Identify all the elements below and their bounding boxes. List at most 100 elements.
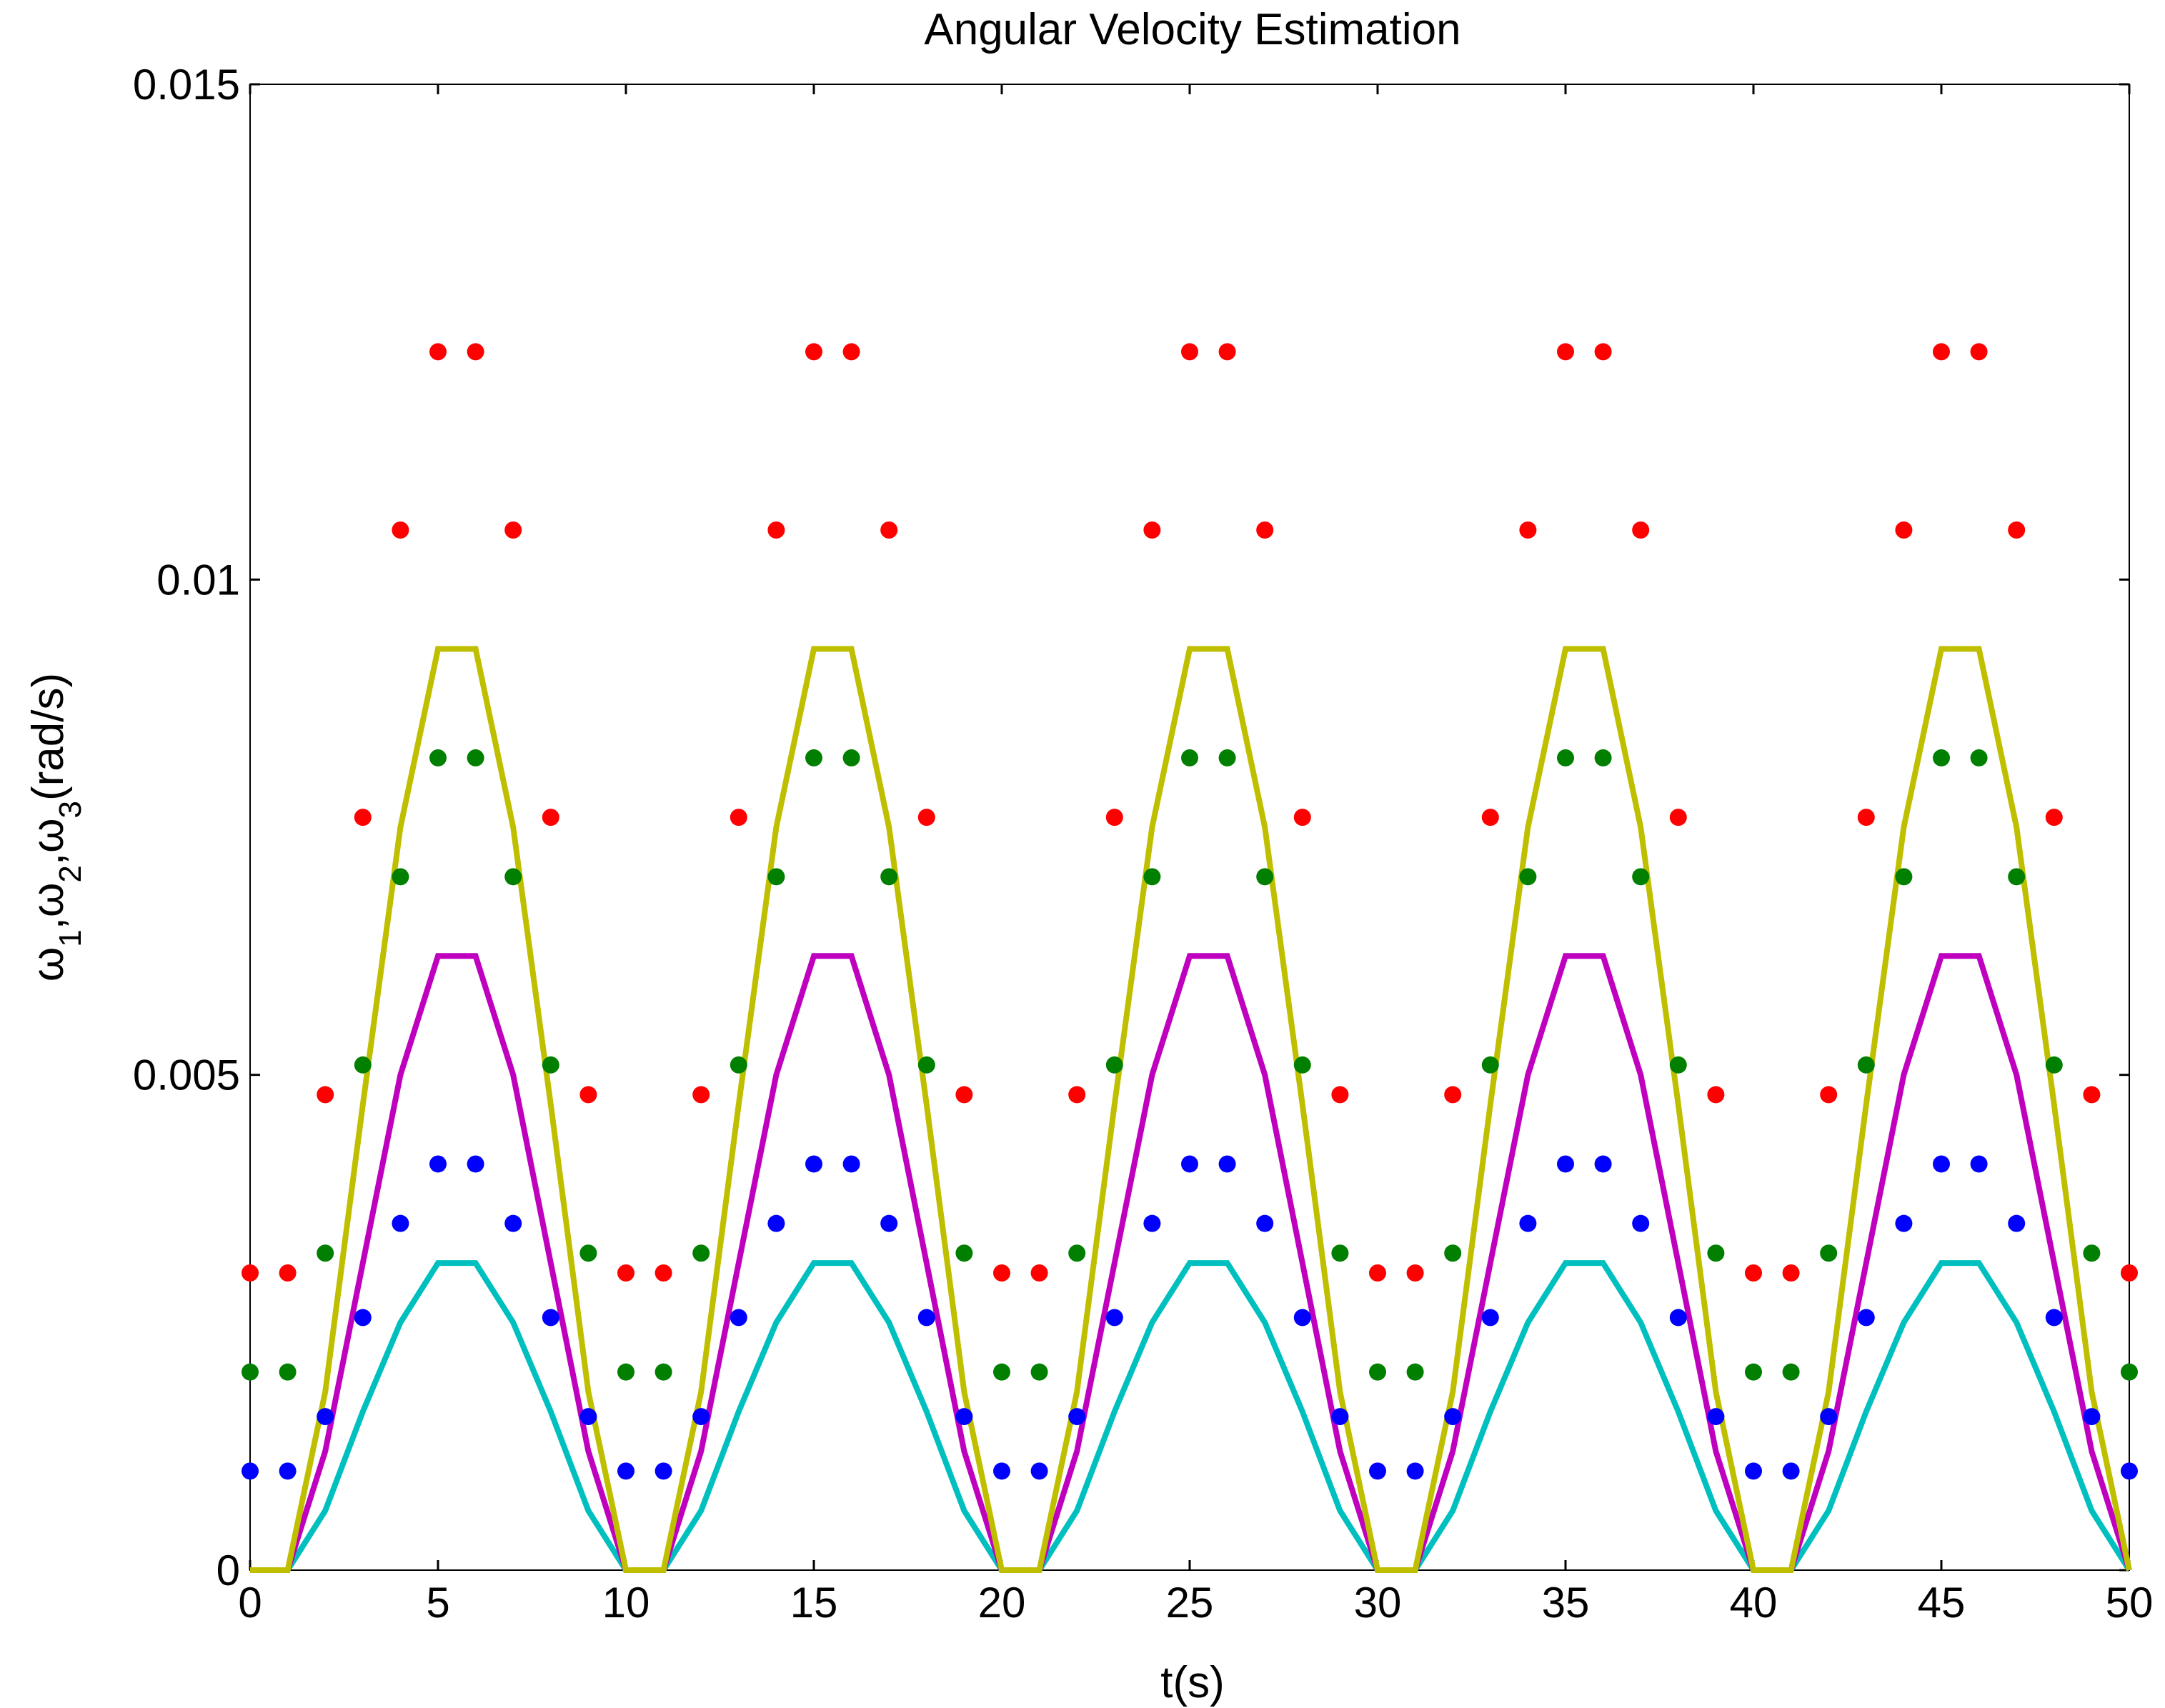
series-2-point (1406, 1363, 1424, 1381)
x-tick-label: 35 (1542, 1579, 1590, 1627)
series-2-point (1632, 868, 1650, 886)
series-1-point (579, 1408, 597, 1426)
y-tick-label: 0.015 (133, 61, 240, 109)
series-3-point (2008, 521, 2026, 539)
series-2-point (1782, 1363, 1800, 1381)
series-1-point (429, 1155, 447, 1173)
series-3-point (1933, 343, 1950, 361)
y-label-part: (rad/s) (24, 673, 73, 801)
y-label-part: ω (24, 947, 73, 982)
series-3-point (1481, 809, 1499, 826)
series-1-point (1782, 1462, 1800, 1480)
series-1-point (1256, 1214, 1274, 1232)
series-3-point (242, 1264, 259, 1282)
series-2-point (692, 1244, 710, 1262)
series-2-point (1218, 749, 1236, 766)
series-2-point (579, 1244, 597, 1262)
series-2-point (1895, 868, 1913, 886)
series-3-point (2045, 809, 2063, 826)
series-2-point (1068, 1244, 1086, 1262)
series-1-point (917, 1309, 935, 1327)
series-2-point (842, 749, 860, 766)
series-3-point (1557, 343, 1574, 361)
series-2-point (730, 1056, 747, 1074)
series-3-point (1745, 1264, 1762, 1282)
series-3-point (317, 1086, 334, 1104)
series-1-point (279, 1462, 297, 1480)
series-3-point (805, 343, 822, 361)
series-4-line (250, 1260, 2132, 1573)
series-2-point (1557, 749, 1574, 766)
series-3-point (1181, 343, 1198, 361)
x-axis-label: t(s) (1160, 1658, 1225, 1707)
series-3-point (1669, 809, 1687, 826)
x-tick-label: 50 (2106, 1579, 2154, 1627)
series-3-point (880, 521, 898, 539)
series-1-point (1632, 1214, 1650, 1232)
series-2-point (2121, 1363, 2138, 1381)
series-2-point (1143, 868, 1161, 886)
series-1-point (1406, 1462, 1424, 1480)
series-2-point (1707, 1244, 1725, 1262)
series-2-point (1970, 749, 1988, 766)
series-2-point (880, 868, 898, 886)
series-3-point (1293, 809, 1311, 826)
series-3-point (1256, 521, 1274, 539)
series-3-point (1857, 809, 1875, 826)
series-1-point (542, 1309, 559, 1327)
series-2-point (392, 868, 409, 886)
series-3-point (1632, 521, 1650, 539)
series-1-point (1105, 1309, 1123, 1327)
series-2-point (617, 1363, 634, 1381)
series-3-point (1369, 1264, 1386, 1282)
series-1-point (1444, 1408, 1462, 1426)
series-1-point (730, 1309, 747, 1327)
series-1-point (1707, 1408, 1725, 1426)
series-3-point (1707, 1086, 1725, 1104)
x-tick-label: 40 (1730, 1579, 1778, 1627)
x-tick-label: 30 (1354, 1579, 1402, 1627)
series-1-point (655, 1462, 672, 1480)
series-1-point (1557, 1155, 1574, 1173)
series-2-point (1293, 1056, 1311, 1074)
x-tick-label: 5 (426, 1579, 449, 1627)
series-2-point (1745, 1363, 1762, 1381)
series-3-point (767, 521, 785, 539)
series-3-point (1970, 343, 1988, 361)
series-1-point (805, 1155, 822, 1173)
series-1-point (1331, 1408, 1349, 1426)
series-2-point (767, 868, 785, 886)
series-3-point (1068, 1086, 1086, 1104)
x-axis-ticks: 0 5 10 15 20 25 30 35 40 45 50 (238, 84, 2153, 1627)
series-3-point (392, 521, 409, 539)
series-2-point (354, 1056, 372, 1074)
series-1-point (467, 1155, 484, 1173)
series-2-point (504, 868, 522, 886)
series-1-point (1369, 1462, 1386, 1480)
series-3-point (429, 343, 447, 361)
series-1-point (1068, 1408, 1086, 1426)
series-2-point (2083, 1244, 2101, 1262)
series-2-point (467, 749, 484, 766)
series-2-point (1933, 749, 1950, 766)
series-2-point (1594, 749, 1612, 766)
series-3-point (1820, 1086, 1838, 1104)
series-3-point (1331, 1086, 1349, 1104)
series-1-point (1519, 1214, 1537, 1232)
series-1-point (2045, 1309, 2063, 1327)
series-2-point (429, 749, 447, 766)
series-1-point (504, 1214, 522, 1232)
series-3-point (1143, 521, 1161, 539)
series-2-point (242, 1363, 259, 1381)
series-1-point (2008, 1214, 2026, 1232)
series-3-point (2083, 1086, 2101, 1104)
series-3-point (1444, 1086, 1462, 1104)
y-label-part: ,ω (24, 883, 73, 930)
series-2-point (1030, 1363, 1048, 1381)
series-1-point (354, 1309, 372, 1327)
series-2-point (1481, 1056, 1499, 1074)
series-2-point (955, 1244, 973, 1262)
x-tick-label: 0 (238, 1579, 262, 1627)
series-2-point (317, 1244, 334, 1262)
